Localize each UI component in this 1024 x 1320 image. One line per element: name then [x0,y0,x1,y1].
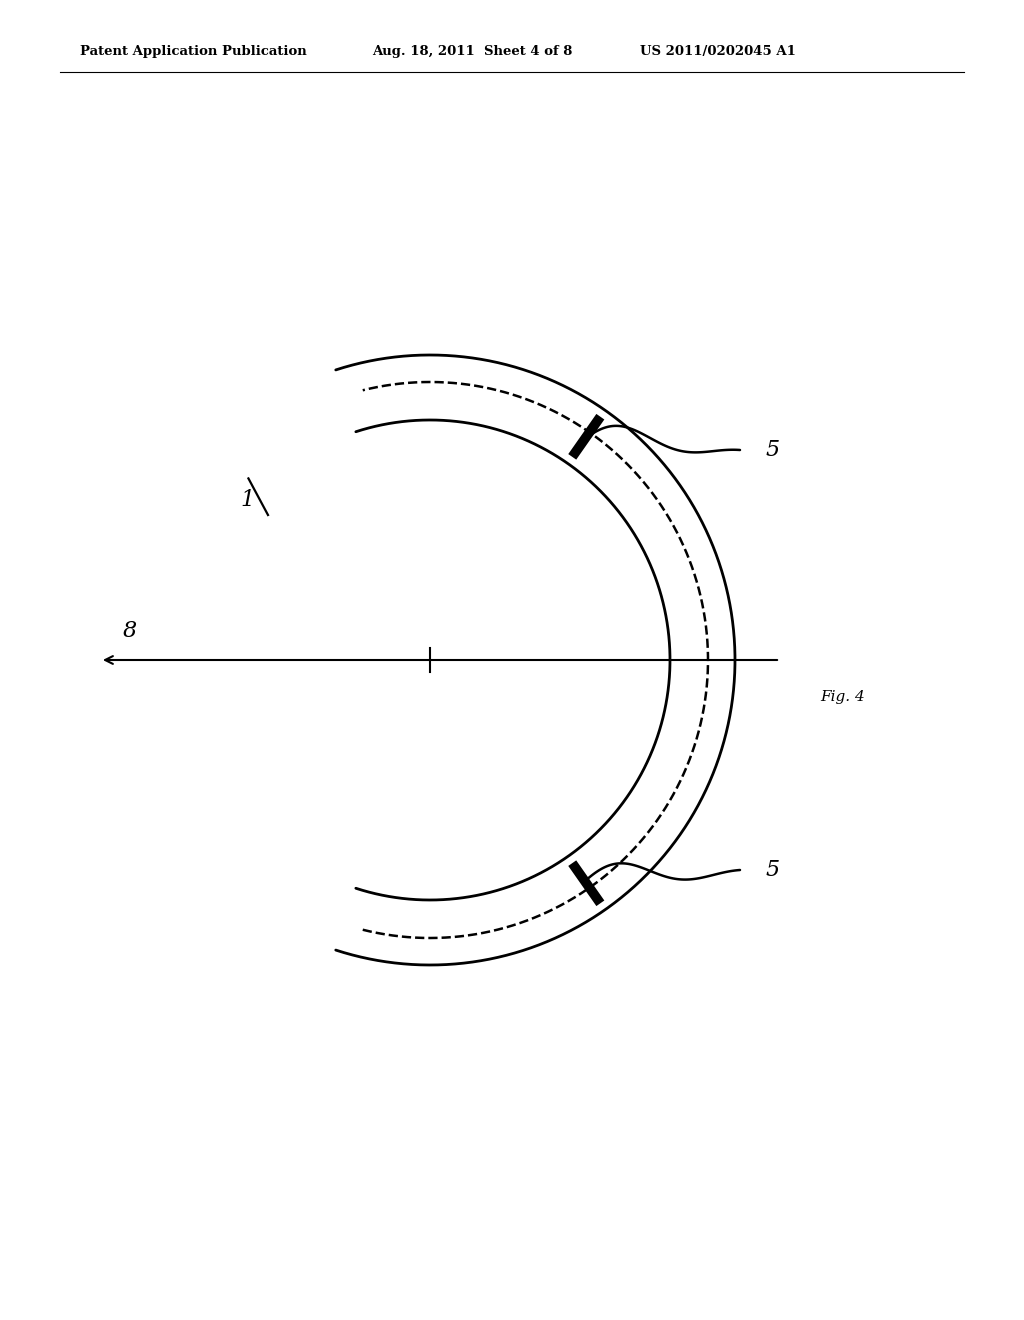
Text: Fig. 4: Fig. 4 [820,690,864,704]
Text: 5: 5 [765,859,779,880]
Text: 8: 8 [123,620,137,642]
Text: US 2011/0202045 A1: US 2011/0202045 A1 [640,45,796,58]
Text: Aug. 18, 2011  Sheet 4 of 8: Aug. 18, 2011 Sheet 4 of 8 [372,45,572,58]
Text: Patent Application Publication: Patent Application Publication [80,45,307,58]
Text: 5: 5 [765,440,779,461]
Text: 1: 1 [241,488,255,511]
